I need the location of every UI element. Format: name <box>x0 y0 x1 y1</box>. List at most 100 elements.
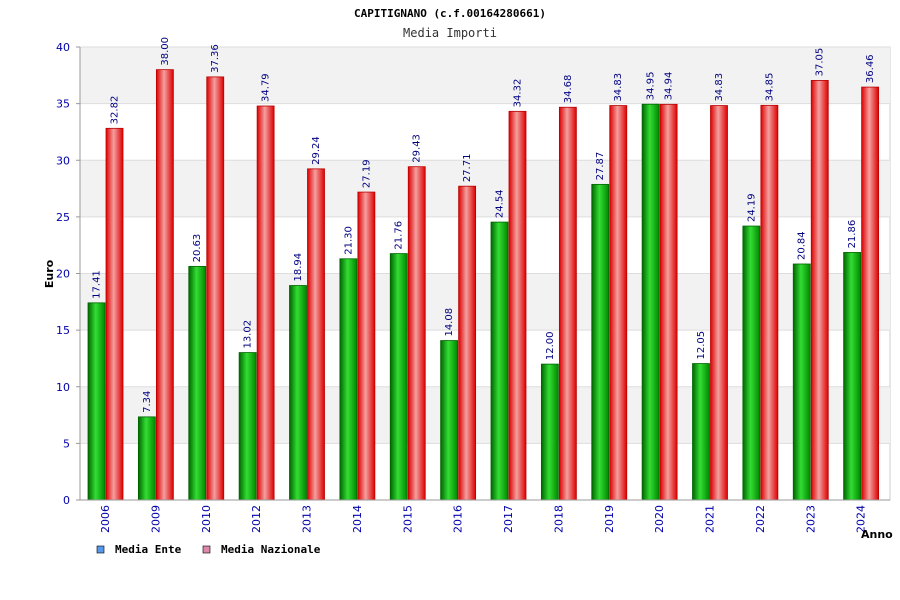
x-axis-categories: 2006 2009 2010 2012 2013 2014 2015 2016 2017 2018… <box>80 499 890 533</box>
value-label-media-ente: 18.94 <box>293 253 304 282</box>
x-tick-label: 2019 <box>603 505 616 533</box>
y-tick-label: 40 <box>56 41 70 54</box>
bar-media-nazionale <box>609 105 628 501</box>
value-label-media-nazionale: 36.46 <box>865 54 876 83</box>
value-label-media-nazionale: 29.24 <box>311 136 322 165</box>
y-tick-label: 30 <box>56 154 70 167</box>
bar-media-nazionale <box>256 105 275 501</box>
value-label-media-nazionale: 34.94 <box>664 72 675 101</box>
bar-media-nazionale <box>105 127 124 501</box>
value-label-media-nazionale: 27.19 <box>361 159 372 188</box>
value-label-media-nazionale: 27.71 <box>462 154 473 183</box>
bars <box>87 69 880 501</box>
y-tick-label: 5 <box>63 437 70 450</box>
value-label-media-nazionale: 37.05 <box>815 48 826 77</box>
bar-media-nazionale <box>659 103 678 501</box>
bar-media-nazionale <box>357 191 376 501</box>
y-tick-label: 15 <box>56 324 70 337</box>
x-tick-label: 2024 <box>855 505 868 533</box>
bar-media-nazionale <box>710 105 728 501</box>
value-label-media-ente: 24.54 <box>495 189 506 218</box>
legend-label-media-nazionale: Media Nazionale <box>221 543 321 556</box>
chart-subtitle: Media Importi <box>403 26 497 40</box>
x-tick-label: 2009 <box>149 505 162 533</box>
value-label-media-ente: 21.30 <box>343 226 354 255</box>
legend: Media Ente Media Nazionale <box>96 543 321 556</box>
bar-media-nazionale <box>810 80 829 501</box>
value-label-media-ente: 7.34 <box>142 391 153 413</box>
bar-media-ente <box>490 221 509 501</box>
bar-media-nazionale <box>508 110 527 501</box>
value-label-media-nazionale: 34.83 <box>714 73 725 102</box>
legend-swatch-media-nazionale <box>202 545 211 554</box>
value-label-media-nazionale: 34.32 <box>513 79 524 108</box>
bar-media-ente <box>87 302 106 501</box>
value-label-media-ente: 14.08 <box>444 308 455 337</box>
bar-media-ente <box>238 352 257 501</box>
chart-title: CAPITIGNANO (c.f.00164280661) <box>354 7 546 20</box>
x-tick-label: 2021 <box>704 505 717 533</box>
x-tick-label: 2012 <box>250 505 263 533</box>
bar-media-ente <box>339 258 358 501</box>
x-axis-label: Anno <box>861 528 893 541</box>
bar-media-ente <box>188 265 207 501</box>
value-label-media-nazionale: 34.83 <box>613 73 624 102</box>
bar-media-nazionale <box>861 86 880 501</box>
bar-media-ente <box>389 253 408 501</box>
value-label-media-nazionale: 32.82 <box>110 96 121 125</box>
value-label-media-ente: 20.84 <box>797 231 808 260</box>
legend-swatch-media-ente <box>96 545 105 554</box>
x-tick-label: 2018 <box>552 505 565 533</box>
y-tick-label: 20 <box>56 268 70 281</box>
value-label-media-nazionale: 34.68 <box>563 75 574 104</box>
value-label-media-ente: 21.76 <box>394 221 405 250</box>
bar-media-ente <box>137 416 156 501</box>
x-tick-label: 2015 <box>401 505 414 533</box>
value-label-media-ente: 21.86 <box>847 220 858 249</box>
x-tick-label: 2010 <box>200 505 213 533</box>
value-label-media-nazionale: 29.43 <box>412 134 423 163</box>
y-tick-label: 35 <box>56 98 70 111</box>
value-label-media-nazionale: 34.79 <box>261 73 272 102</box>
x-tick-label: 2016 <box>452 505 465 533</box>
bar-media-ente <box>742 225 761 501</box>
bar-media-nazionale <box>307 168 325 501</box>
x-tick-label: 2014 <box>351 505 364 533</box>
value-labels: 17.41 32.82 7.34 38.00 20.63 37.36 13.02 34.79 1… <box>92 37 877 413</box>
bar-media-ente <box>540 363 559 501</box>
y-axis-label: Euro <box>43 259 56 288</box>
bar-media-ente <box>641 103 660 501</box>
y-tick-label: 25 <box>56 211 70 224</box>
y-tick-label: 0 <box>63 494 70 507</box>
value-label-media-nazionale: 34.85 <box>764 73 775 102</box>
x-tick-label: 2020 <box>653 505 666 533</box>
value-label-media-ente: 27.87 <box>595 152 606 181</box>
x-tick-label: 2013 <box>301 505 314 533</box>
value-label-media-ente: 13.02 <box>243 320 254 349</box>
legend-label-media-ente: Media Ente <box>115 543 182 556</box>
x-tick-label: 2023 <box>804 505 817 533</box>
bar-media-ente <box>440 340 459 501</box>
bar-media-nazionale <box>458 185 477 501</box>
value-label-media-nazionale: 38.00 <box>160 37 171 66</box>
value-label-media-ente: 12.00 <box>545 331 556 360</box>
x-tick-label: 2022 <box>754 505 767 533</box>
value-label-media-nazionale: 37.36 <box>210 44 221 73</box>
bar-media-ente <box>792 263 811 501</box>
bar-media-ente <box>843 252 862 501</box>
value-label-media-ente: 34.95 <box>646 72 657 101</box>
bar-media-nazionale <box>407 166 426 501</box>
bar-media-nazionale <box>558 106 577 501</box>
value-label-media-ente: 20.63 <box>192 234 203 263</box>
value-label-media-ente: 24.19 <box>746 193 757 222</box>
bar-media-ente <box>692 363 710 501</box>
bar-media-ente <box>289 285 307 501</box>
y-axis-ticks: 0 5 10 15 20 25 30 35 40 <box>56 41 81 507</box>
bar-media-nazionale <box>206 76 225 501</box>
value-label-media-ente: 12.05 <box>696 331 707 360</box>
bar-media-nazionale <box>760 104 779 501</box>
bar-media-ente <box>591 183 610 501</box>
x-tick-label: 2006 <box>99 505 112 533</box>
y-tick-label: 10 <box>56 381 70 394</box>
